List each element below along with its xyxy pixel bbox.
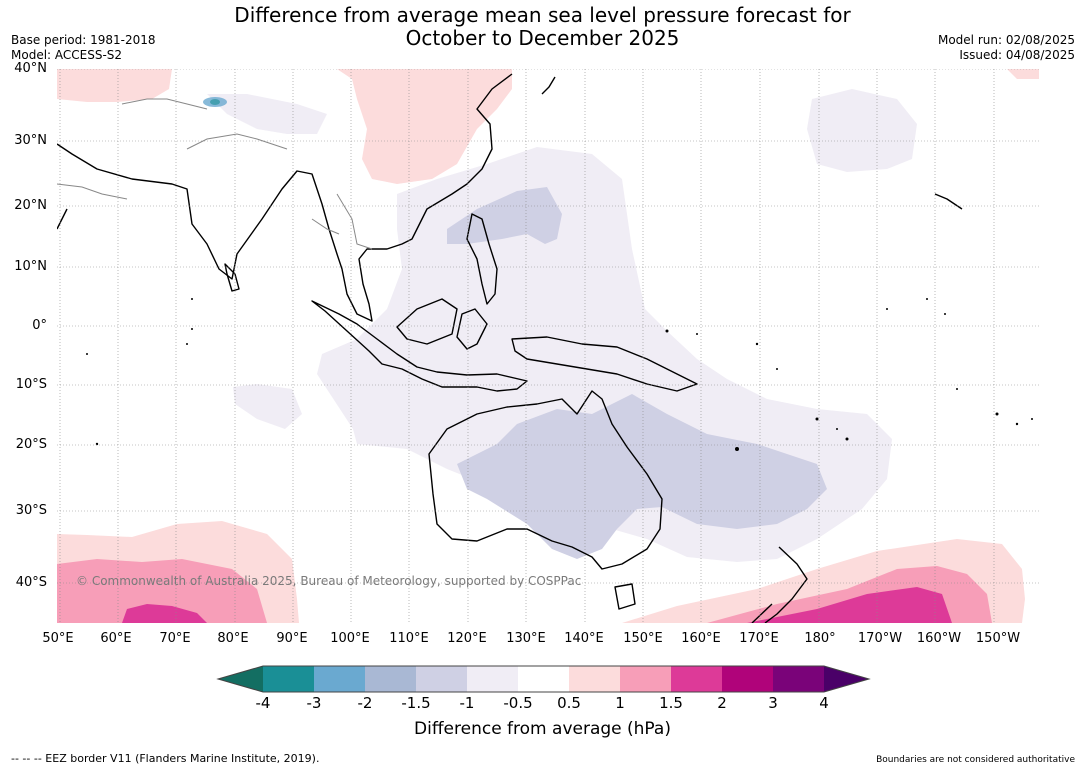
colorbar-tick-label: 3: [768, 694, 778, 712]
lat-label-0: 0°: [32, 318, 47, 333]
positive-anomaly-regions: [57, 69, 1039, 623]
colorbar-tick-label: -1.5: [401, 694, 431, 712]
lon-label-90e: 90°E: [276, 631, 308, 646]
colorbar-tick-label: 2: [717, 694, 727, 712]
lat-label-40s: 40°S: [15, 575, 47, 590]
copyright-text: © Commonwealth of Australia 2025, Bureau…: [76, 574, 581, 588]
lon-label-100e: 100°E: [330, 631, 370, 646]
meta-left: Base period: 1981-2018 Model: ACCESS-S2: [11, 33, 156, 63]
lat-label-30s: 30°S: [15, 503, 47, 518]
lon-label-140e: 140°E: [564, 631, 604, 646]
colorbar-bin: [467, 666, 519, 692]
lat-label-20n: 20°N: [14, 198, 47, 213]
lat-label-10n: 10°N: [14, 259, 47, 274]
lon-label-150e: 150°E: [623, 631, 663, 646]
map-canvas: © Commonwealth of Australia 2025, Bureau…: [57, 69, 1039, 623]
colorbar-bins: [263, 666, 825, 692]
lat-label-40n: 40°N: [14, 61, 47, 76]
colorbar-tick-label: -3: [306, 694, 322, 712]
lon-label-170w: 170°W: [857, 631, 903, 646]
lon-label-160e: 160°E: [681, 631, 721, 646]
map-area: © Commonwealth of Australia 2025, Bureau…: [57, 69, 1039, 623]
colorbar-tick-label: -2: [357, 694, 373, 712]
lat-label-10s: 10°S: [15, 377, 47, 392]
lon-label-120e: 120°E: [447, 631, 487, 646]
colorbar-max-extension: [824, 666, 869, 692]
colorbar-bin: [671, 666, 723, 692]
colorbar-tick-label: 1.5: [659, 694, 683, 712]
model-run-text: Model run: 02/08/2025: [937, 33, 1075, 47]
colorbar-tick-label: -1: [459, 694, 475, 712]
colorbar-bin: [416, 666, 468, 692]
colorbar-bin: [365, 666, 417, 692]
colorbar-bin: [773, 666, 825, 692]
lon-label-150w: 150°W: [975, 631, 1021, 646]
lon-label-180: 180°: [804, 631, 836, 646]
colorbar-bin: [620, 666, 672, 692]
coastlines: [57, 73, 963, 623]
colorbar-bin: [314, 666, 366, 692]
colorbar-tick-label: 0.5: [557, 694, 581, 712]
graticule: [57, 69, 1039, 623]
meta-right: Model run: 02/08/2025 Issued: 04/08/2025: [938, 33, 1075, 63]
map-title: Difference from average mean sea level p…: [0, 4, 1085, 50]
country-borders: [57, 98, 373, 250]
lat-label-30n: 30°N: [14, 133, 47, 148]
lon-label-60e: 60°E: [100, 631, 132, 646]
colorbar-tick-label: -4: [255, 694, 271, 712]
colorbar-bin: [569, 666, 621, 692]
lon-label-50e: 50°E: [42, 631, 74, 646]
colorbar-outline: [216, 665, 871, 693]
lon-label-170e: 170°E: [739, 631, 779, 646]
eez-footnote: -- -- -- EEZ border V11 (Flanders Marine…: [11, 752, 320, 765]
colorbar-bin: [518, 666, 570, 692]
colorbar-tick-label: -0.5: [503, 694, 533, 712]
boundaries-disclaimer: Boundaries are not considered authoritat…: [876, 755, 1075, 765]
map-title-line1: Difference from average mean sea level p…: [234, 3, 851, 27]
negative-anomaly-regions: [203, 89, 917, 562]
model-text: Model: ACCESS-S2: [11, 48, 123, 62]
base-period-text: Base period: 1981-2018: [11, 33, 156, 47]
lon-label-130e: 130°E: [506, 631, 546, 646]
colorbar-title: Difference from average (hPa): [414, 719, 671, 739]
colorbar-tick-label: 1: [615, 694, 625, 712]
colorbar-bin: [263, 666, 315, 692]
lon-label-160w: 160°W: [916, 631, 962, 646]
lon-label-80e: 80°E: [217, 631, 249, 646]
small-islands: [86, 298, 1033, 451]
colorbar-tick-label: 4: [819, 694, 829, 712]
issued-text: Issued: 04/08/2025: [959, 48, 1075, 62]
colorbar-graphic: [216, 665, 871, 693]
colorbar-bin: [722, 666, 774, 692]
lon-label-110e: 110°E: [389, 631, 429, 646]
colorbar: [212, 662, 874, 700]
map-title-line2: October to December 2025: [405, 26, 680, 50]
colorbar-min-extension: [218, 666, 263, 692]
lat-label-20s: 20°S: [15, 437, 47, 452]
lon-label-70e: 70°E: [159, 631, 191, 646]
